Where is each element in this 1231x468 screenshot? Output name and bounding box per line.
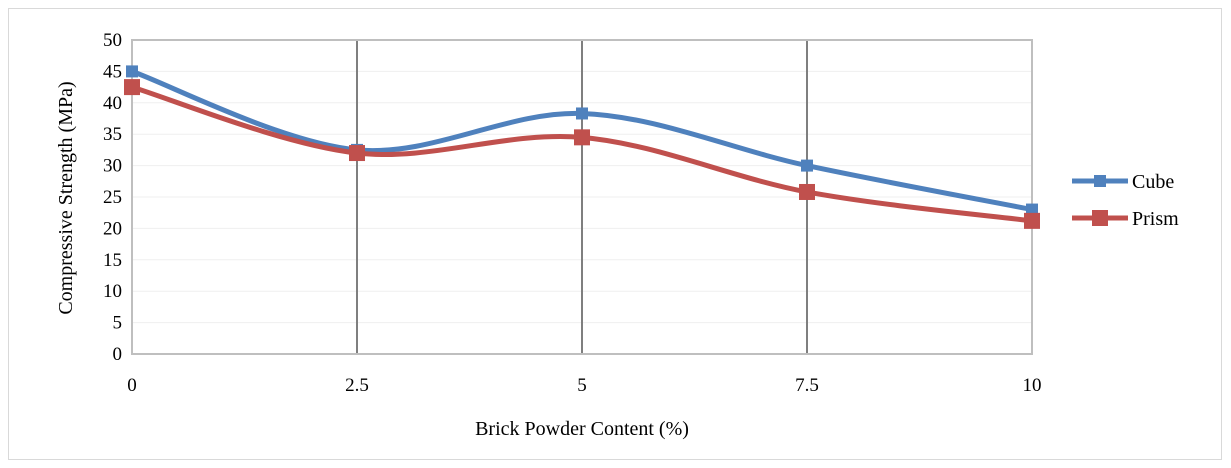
y-tick-label: 5 — [113, 313, 123, 334]
legend-label-prism: Prism — [1132, 208, 1179, 230]
legend-marker-cube — [1094, 175, 1106, 187]
x-tick-label: 5 — [577, 375, 587, 396]
legend-item-cube: Cube — [1072, 171, 1174, 193]
legend: Cube Prism — [1072, 171, 1179, 230]
chart-frame — [8, 8, 1222, 460]
y-tick-label: 25 — [103, 187, 122, 208]
legend-item-prism: Prism — [1072, 208, 1179, 230]
y-tick-label: 35 — [103, 124, 122, 145]
x-tick-label: 7.5 — [795, 375, 819, 396]
y-tick-labels: 0 5 10 15 20 25 30 35 40 45 50 — [103, 30, 122, 365]
legend-marker-prism — [1092, 210, 1108, 226]
marker-cube — [801, 159, 813, 172]
marker-prism — [1024, 212, 1040, 229]
axes — [131, 39, 1033, 355]
legend-label-cube: Cube — [1132, 171, 1174, 193]
x-tick-label: 10 — [1023, 375, 1042, 396]
series — [124, 65, 1040, 229]
x-tick-label: 2.5 — [345, 375, 369, 396]
y-tick-label: 0 — [113, 344, 123, 365]
x-tick-labels: 0 2.5 5 7.5 10 — [127, 375, 1041, 396]
marker-prism — [799, 183, 815, 200]
marker-prism — [349, 145, 365, 162]
plot-border — [131, 39, 1033, 355]
y-axis-title: Compressive Strength (MPa) — [55, 81, 77, 314]
marker-cube — [1026, 203, 1038, 216]
x-axis-title: Brick Powder Content (%) — [475, 418, 689, 440]
y-tick-label: 40 — [103, 93, 122, 114]
y-tick-label: 45 — [103, 61, 122, 82]
y-tick-label: 10 — [103, 281, 122, 302]
marker-prism — [574, 129, 590, 146]
grid — [132, 39, 1032, 354]
marker-cube — [576, 107, 588, 120]
marker-cube — [126, 65, 138, 78]
y-tick-label: 15 — [103, 250, 122, 271]
y-tick-label: 50 — [103, 30, 122, 51]
y-tick-label: 30 — [103, 156, 122, 177]
y-tick-label: 20 — [103, 218, 122, 239]
x-tick-label: 0 — [127, 375, 137, 396]
marker-prism — [124, 79, 140, 96]
